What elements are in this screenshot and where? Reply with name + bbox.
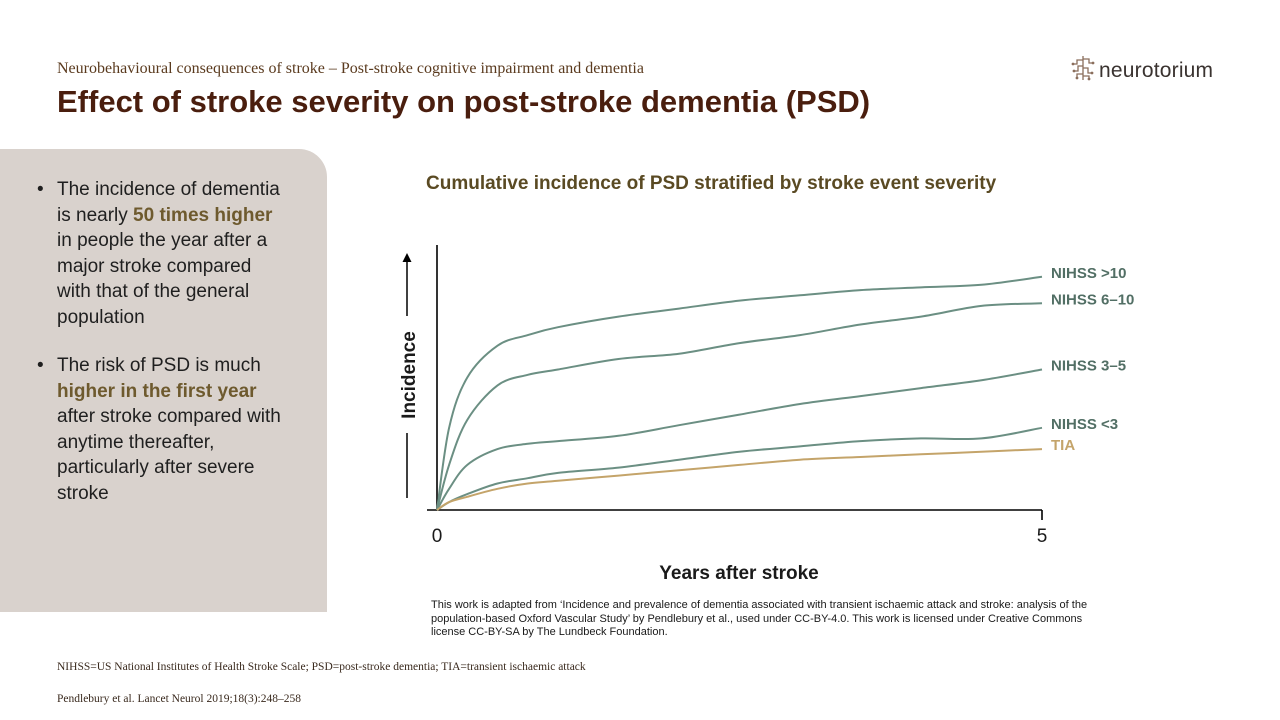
series-line-tia [436, 448, 1043, 511]
reference-footnote: Pendlebury et al. Lancet Neurol 2019;18(… [57, 693, 301, 705]
highlight-50-times: 50 times higher [133, 204, 273, 226]
series-label-nihss-6-10: NIHSS 6–10 [1051, 291, 1134, 308]
key-points-panel: The incidence of dementia is nearly 50 t… [0, 149, 327, 612]
series-line-nihss-3 [436, 426, 1043, 511]
y-axis-label: Incidence [399, 331, 420, 419]
attribution-text: This work is adapted from ‘Incidence and… [431, 599, 1088, 638]
key-point-incidence: The incidence of dementia is nearly 50 t… [36, 177, 286, 330]
key-point-risk: The risk of PSD is much higher in the fi… [36, 353, 286, 506]
key-points-list: The incidence of dementia is nearly 50 t… [36, 177, 286, 529]
highlight-first-year: higher in the first year [57, 380, 257, 402]
series-layer: NIHSS >10 NIHSS 6–10 NIHSS 3–5 NIHSS <3 TIA [436, 265, 1134, 511]
series-label-tia: TIA [1051, 437, 1075, 454]
series-label-nihss-3: NIHSS <3 [1051, 416, 1118, 433]
abbreviations-footnote: NIHSS=US National Institutes of Health S… [57, 661, 586, 673]
logo-text: neurotorium [1099, 58, 1214, 82]
x-tick-label-0: 0 [432, 526, 443, 547]
slide-subtitle: Neurobehavioural consequences of stroke … [57, 60, 644, 77]
incidence-chart: Incidence 0 5 Years after stroke NIHSS >… [399, 245, 1134, 584]
series-line-nihss-3-5 [436, 368, 1043, 511]
slide-title: Effect of stroke severity on post-stroke… [57, 84, 871, 119]
neurotorium-logo: neurotorium [1071, 54, 1213, 87]
series-line-nihss-6-10 [436, 302, 1043, 511]
brain-circuit-icon [1071, 54, 1095, 87]
series-label-nihss-3-5: NIHSS 3–5 [1051, 358, 1126, 375]
chart-title: Cumulative incidence of PSD stratified b… [426, 173, 997, 194]
series-line-nihss-10 [436, 275, 1043, 511]
x-axis-label: Years after stroke [659, 563, 819, 584]
x-tick-label-5: 5 [1037, 526, 1048, 547]
series-label-nihss-10: NIHSS >10 [1051, 265, 1126, 282]
y-label-arrowhead [402, 253, 412, 262]
